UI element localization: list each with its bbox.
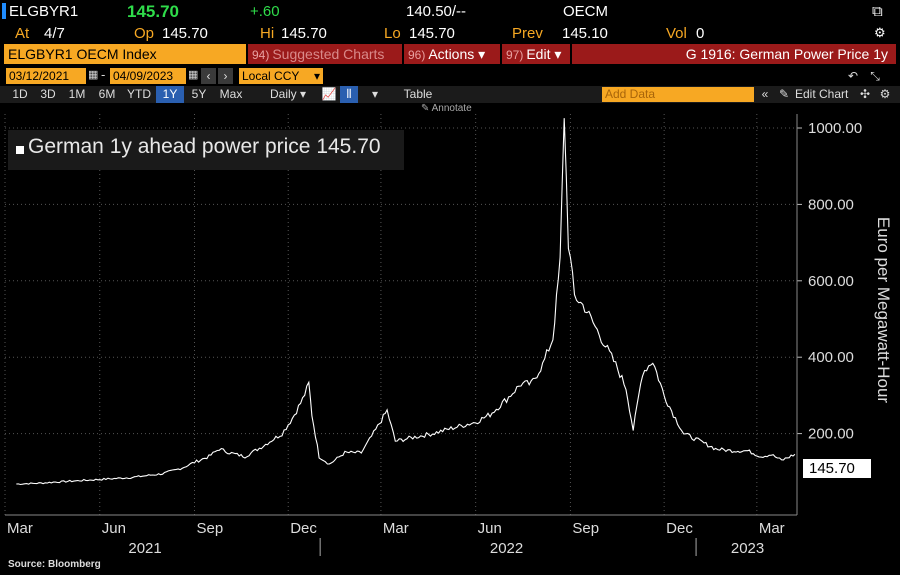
suggested-num: 94) — [252, 48, 270, 62]
x-tick-label: Jun — [478, 520, 502, 537]
end-calendar-icon[interactable]: ▦ — [188, 69, 199, 81]
period-1d[interactable]: 1D — [12, 87, 28, 101]
actions-num: 96) — [408, 48, 426, 62]
edit-menu[interactable]: 97) Edit ▾ — [502, 44, 570, 64]
actions-menu[interactable]: 96) Actions ▾ — [404, 44, 500, 64]
start-calendar-icon[interactable]: ▦ — [88, 69, 99, 81]
add-data-input[interactable]: Add Data — [602, 87, 754, 102]
period-1m[interactable]: 1M — [68, 87, 86, 101]
period-1y[interactable]: 1Y — [156, 86, 184, 103]
collapse-icon[interactable]: « — [761, 87, 769, 101]
start-date-input[interactable]: 03/12/2021 — [6, 68, 86, 84]
y-axis-label: Euro per Megawatt-Hour — [874, 216, 893, 404]
low-label: Lo — [384, 25, 401, 42]
legend-label: German 1y ahead power price 145.70 — [28, 135, 381, 158]
period-5y[interactable]: 5Y — [191, 87, 207, 101]
suggested-label: Suggested Charts — [272, 46, 385, 62]
legend-box — [8, 130, 404, 170]
volume-value: 0 — [696, 25, 705, 42]
chart-toolbar: 1D 3D 1M 6M YTD 1Y 5Y Max Daily ▾ 📈 ⫴ ▾ Table A… — [0, 86, 900, 103]
quote-row-1: ELGBYR1 145.70 +.60 140.50/-- OECM ⧉ — [0, 0, 900, 22]
quote-row-2: At 4/7 Op 145.70 Hi 145.70 Lo 145.70 Pre… — [0, 22, 900, 44]
pencil-icon[interactable]: ✎ — [778, 87, 790, 101]
price-chart[interactable]: 200.00 400.00 600.00 800.00 1000.00 Mar Jun Sep… — [0, 114, 900, 559]
zoom-reset-icon[interactable]: ⤡ — [870, 69, 880, 83]
period-ytd[interactable]: YTD — [127, 87, 151, 101]
exchange: OECM — [563, 3, 608, 20]
prev-label: Prev — [512, 25, 543, 42]
edit-num: 97) — [506, 48, 524, 62]
end-date-input[interactable]: 04/09/2023 — [110, 68, 186, 84]
actions-label: Actions ▾ — [428, 46, 486, 62]
open-label: Op — [134, 25, 155, 42]
x-tick-label: Sep — [197, 520, 224, 537]
table-button[interactable]: Table — [403, 87, 433, 101]
x-tick-label: Sep — [572, 520, 599, 537]
chart-title: G 1916: German Power Price 1y — [572, 44, 896, 64]
year-label: 2023 — [731, 540, 764, 557]
y-tick-label: 1000.00 — [808, 120, 862, 137]
y-tick-label: 800.00 — [808, 196, 854, 213]
high-value: 145.70 — [281, 25, 327, 42]
ticker[interactable]: ELGBYR1 — [9, 3, 79, 20]
date-range-dash: - — [101, 67, 106, 82]
y-tick-label: 400.00 — [808, 349, 854, 366]
year-label: 2022 — [490, 540, 523, 557]
suggested-charts-menu[interactable]: 94) Suggested Charts — [248, 44, 402, 64]
date-range-bar: 03/12/2021 ▦ - 04/09/2023 ▦ ‹ › Local CC… — [0, 67, 900, 86]
bar-chart-icon[interactable]: ⫴ — [340, 86, 358, 103]
x-tick-label: Dec — [290, 520, 317, 537]
bid-ask: 140.50/-- — [406, 3, 467, 20]
prev-range-icon[interactable]: ‹ — [201, 68, 216, 84]
chart-type-dropdown-icon[interactable]: ▾ — [371, 87, 379, 101]
period-3d[interactable]: 3D — [40, 87, 56, 101]
last-value-label: 145.70 — [803, 459, 871, 478]
gear-icon[interactable]: ⚙ — [879, 87, 891, 101]
annotate-pencil-icon: ✎ — [421, 103, 432, 114]
at-value: 4/7 — [44, 25, 65, 42]
volume-label: Vol — [666, 25, 687, 42]
currency-select[interactable]: Local CCY ▾ — [239, 68, 323, 84]
low-value: 145.70 — [409, 25, 455, 42]
settings-gear-icon[interactable]: ⚙ — [874, 25, 886, 40]
legend-swatch — [16, 146, 24, 154]
x-tick-label: Mar — [383, 520, 409, 537]
x-tick-label: Mar — [759, 520, 785, 537]
x-tick-label: Dec — [666, 520, 693, 537]
x-tick-label: Mar — [7, 520, 33, 537]
open-value: 145.70 — [162, 25, 208, 42]
y-tick-label: 200.00 — [808, 426, 854, 443]
popout-icon[interactable]: ⧉ — [872, 3, 883, 20]
at-label: At — [15, 25, 30, 42]
series-line — [16, 118, 796, 486]
frequency-select[interactable]: Daily ▾ — [269, 87, 307, 101]
chevron-down-icon: ▾ — [313, 69, 320, 83]
y-tick-label: 600.00 — [808, 273, 854, 290]
security-field[interactable]: ELGBYR1 OECM Index — [4, 44, 246, 64]
year-label: 2021 — [128, 540, 161, 557]
undo-icon[interactable]: ↶ — [847, 69, 859, 83]
currency-label: Local CCY — [242, 69, 300, 83]
next-range-icon[interactable]: › — [218, 68, 233, 84]
annotate-button[interactable]: ✎ Annotate — [421, 103, 472, 114]
command-bar: ELGBYR1 OECM Index 94) Suggested Charts 9… — [0, 44, 900, 64]
x-tick-label: Jun — [102, 520, 126, 537]
period-6m[interactable]: 6M — [98, 87, 116, 101]
price-change: +.60 — [250, 3, 280, 20]
annotate-label: Annotate — [431, 103, 472, 114]
options-icon[interactable]: ✣ — [859, 87, 871, 101]
last-price: 145.70 — [127, 2, 179, 21]
line-chart-icon[interactable]: 📈 — [321, 87, 337, 101]
ticker-flag — [2, 3, 6, 19]
edit-label: Edit ▾ — [526, 46, 562, 62]
high-label: Hi — [260, 25, 275, 42]
period-max[interactable]: Max — [219, 87, 243, 101]
prev-value: 145.10 — [562, 25, 608, 42]
source-note: Source: Bloomberg — [8, 559, 101, 570]
edit-chart-button[interactable]: Edit Chart — [795, 87, 849, 101]
